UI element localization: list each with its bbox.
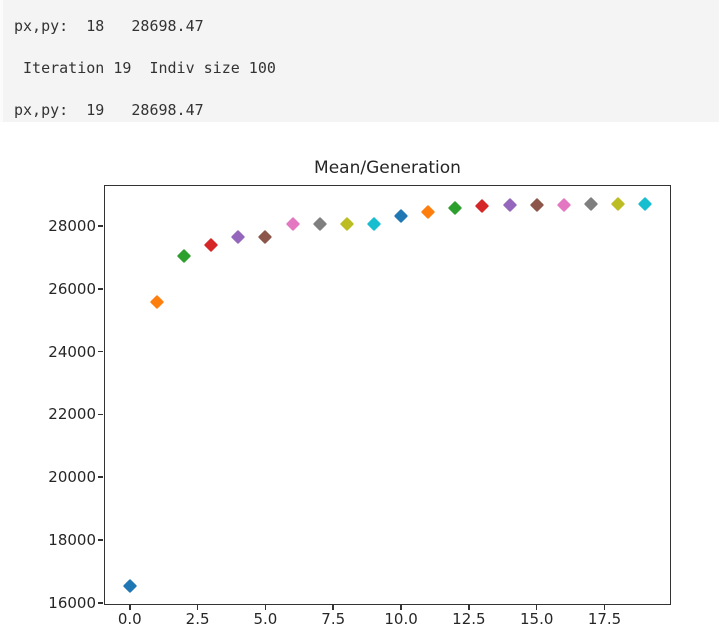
x-tick-mark bbox=[603, 605, 606, 610]
x-tick-label: 0.0 bbox=[117, 610, 142, 628]
console-line: px,py: 19 28698.47 bbox=[14, 101, 204, 119]
x-tick-label: 12.5 bbox=[452, 610, 486, 628]
y-tick-mark bbox=[98, 225, 103, 227]
x-tick-mark bbox=[535, 605, 538, 610]
x-tick-mark bbox=[264, 605, 267, 610]
console-line: px,py: 18 28698.47 bbox=[14, 17, 204, 35]
y-tick-mark bbox=[98, 539, 103, 541]
x-tick-label: 15.0 bbox=[520, 610, 554, 628]
y-tick-label: 24000 bbox=[48, 342, 96, 361]
console-left-strip bbox=[0, 0, 3, 122]
y-tick-mark bbox=[98, 288, 103, 290]
plot-area bbox=[104, 185, 671, 605]
chart-title: Mean/Generation bbox=[314, 158, 461, 178]
y-tick-label: 20000 bbox=[48, 468, 96, 487]
y-tick-mark bbox=[98, 413, 103, 416]
x-tick-mark bbox=[129, 605, 131, 610]
y-tick-mark bbox=[98, 476, 103, 478]
x-tick-label: 5.0 bbox=[253, 610, 278, 628]
x-tick-mark bbox=[468, 605, 470, 610]
y-tick-label: 18000 bbox=[48, 531, 96, 550]
x-tick-label: 10.0 bbox=[384, 610, 418, 628]
x-tick-label: 2.5 bbox=[185, 610, 210, 628]
x-tick-mark bbox=[332, 605, 334, 610]
x-tick-mark bbox=[400, 605, 402, 610]
x-tick-mark bbox=[196, 605, 199, 610]
y-tick-label: 28000 bbox=[48, 217, 96, 235]
y-tick-label: 16000 bbox=[48, 593, 96, 612]
y-tick-mark bbox=[98, 602, 103, 604]
x-tick-label: 7.5 bbox=[321, 610, 346, 628]
y-tick-label: 22000 bbox=[48, 405, 96, 424]
x-tick-label: 17.5 bbox=[587, 610, 622, 628]
chart-figure: Mean/Generation 16000 18000 20000 22000 2400… bbox=[0, 122, 719, 629]
y-tick-label: 26000 bbox=[48, 279, 96, 298]
y-tick-mark bbox=[98, 350, 103, 353]
console-line: Iteration 19 Indiv size 100 bbox=[14, 59, 276, 77]
console-output: px,py: 18 28698.47 Iteration 19 Indiv si… bbox=[0, 0, 719, 122]
